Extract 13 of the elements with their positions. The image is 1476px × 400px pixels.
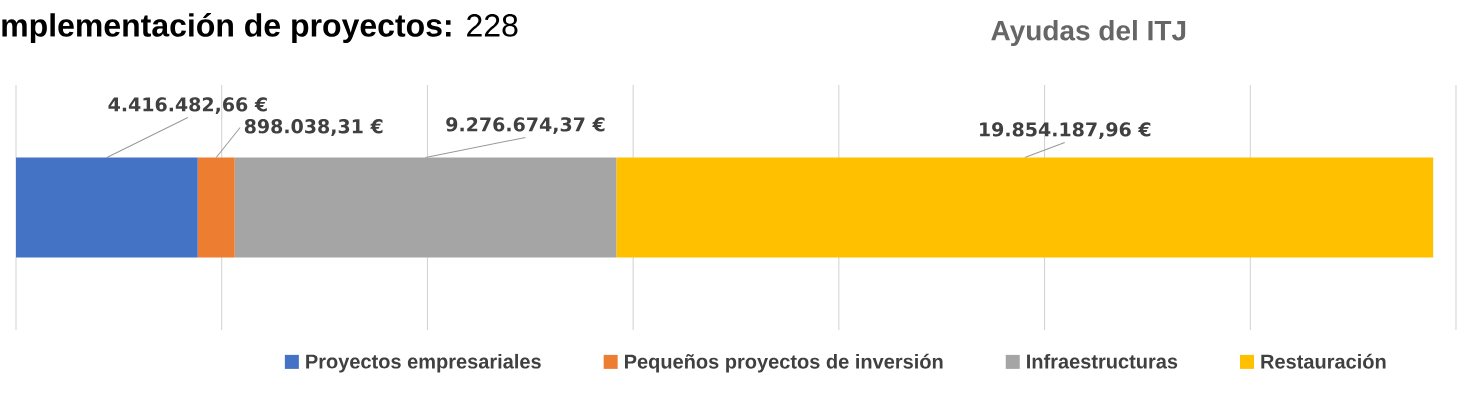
legend-label: Infraestructuras: [1027, 353, 1178, 369]
legend-label: Restauración: [1261, 353, 1386, 369]
bar: [16, 157, 198, 258]
data-label: 9.276.674,37 €: [446, 117, 605, 134]
data-label: 19.854.187,96 €: [980, 122, 1151, 139]
legend-label: Proyectos empresariales: [306, 353, 541, 373]
data-label: 4.416.482,66 €: [108, 97, 267, 114]
chart-subtitle: mplementación de proyectos: 228: [2, 12, 518, 44]
chart-title: Ayudas del ITJ: [991, 19, 1186, 47]
data-label: 898.038,31 €: [244, 119, 383, 136]
bar: [616, 157, 1434, 258]
legend-label: Pequeños proyectos de inversión: [625, 353, 943, 373]
bar: [197, 157, 235, 258]
